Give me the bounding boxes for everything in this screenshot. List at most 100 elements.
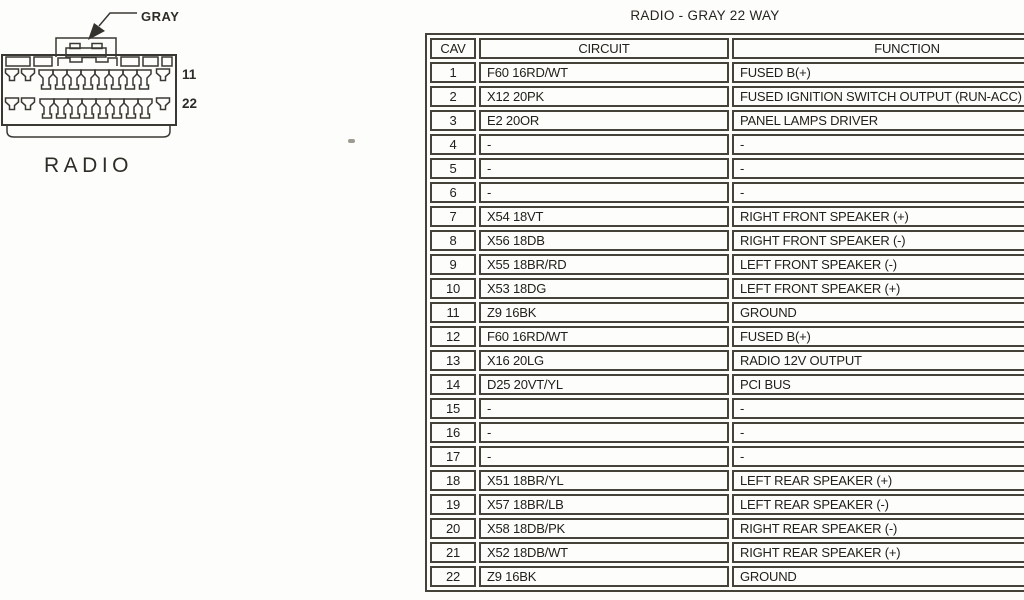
pin-terminal (67, 98, 83, 119)
pin-row-end-label-top: 11 (182, 67, 197, 82)
pin-terminal (4, 68, 20, 82)
pin-terminal (155, 68, 171, 82)
cell-function: FUSED B(+) (732, 326, 1024, 347)
cell-cav: 3 (430, 110, 476, 131)
cell-circuit: E2 20OR (479, 110, 729, 131)
table-row: 15 - - (430, 398, 1024, 419)
pin-terminal (53, 98, 69, 119)
cell-cav: 2 (430, 86, 476, 107)
cell-function: GROUND (732, 302, 1024, 323)
table-row: 2 X12 20PK FUSED IGNITION SWITCH OUTPUT … (430, 86, 1024, 107)
pin-terminal (20, 68, 36, 82)
pinout-table-header: CAV CIRCUIT FUNCTION (430, 38, 1024, 59)
cell-circuit: X57 18BR/LB (479, 494, 729, 515)
table-row: 9 X55 18BR/RD LEFT FRONT SPEAKER (-) (430, 254, 1024, 275)
pin-terminal (81, 98, 97, 119)
table-title: RADIO - GRAY 22 WAY (630, 8, 780, 23)
cell-circuit: X12 20PK (479, 86, 729, 107)
radio-connector-diagram: GRAY (1, 9, 197, 177)
cell-cav: 20 (430, 518, 476, 539)
table-row: 8 X56 18DB RIGHT FRONT SPEAKER (-) (430, 230, 1024, 251)
cell-function: - (732, 134, 1024, 155)
cell-cav: 22 (430, 566, 476, 587)
cell-function: - (732, 182, 1024, 203)
cell-circuit: X53 18DG (479, 278, 729, 299)
pin-terminal (94, 69, 110, 90)
scan-artifact (348, 139, 355, 143)
pin-terminal (109, 98, 125, 119)
cell-function: LEFT REAR SPEAKER (-) (732, 494, 1024, 515)
pin-terminal (20, 97, 36, 111)
cell-cav: 19 (430, 494, 476, 515)
cell-cav: 5 (430, 158, 476, 179)
pinout-section: RADIO - GRAY 22 WAY CAV CIRCUIT FUNCTION… (425, 0, 1024, 600)
table-row: 18 X51 18BR/YL LEFT REAR SPEAKER (+) (430, 470, 1024, 491)
cell-function: LEFT FRONT SPEAKER (-) (732, 254, 1024, 275)
cell-cav: 14 (430, 374, 476, 395)
cell-circuit: Z9 16BK (479, 302, 729, 323)
cell-circuit: - (479, 446, 729, 467)
cell-circuit: - (479, 398, 729, 419)
cell-cav: 7 (430, 206, 476, 227)
latch-detail (91, 42, 103, 50)
cell-cav: 8 (430, 230, 476, 251)
table-row: 16 - - (430, 422, 1024, 443)
cell-function: RIGHT REAR SPEAKER (+) (732, 542, 1024, 563)
cell-cav: 9 (430, 254, 476, 275)
pin-terminal (122, 69, 138, 90)
table-row: 1 F60 16RD/WT FUSED B(+) (430, 62, 1024, 83)
cell-circuit: F60 16RD/WT (479, 62, 729, 83)
connector-color-label: GRAY (141, 9, 179, 24)
pin-terminal (123, 98, 139, 119)
cell-cav: 15 (430, 398, 476, 419)
cell-cav: 13 (430, 350, 476, 371)
pin-terminal (38, 69, 54, 90)
connector-bottom-lip (6, 125, 171, 138)
connector-top-ribs (5, 56, 173, 67)
pin-terminal (4, 97, 20, 111)
cell-function: FUSED IGNITION SWITCH OUTPUT (RUN-ACC) (732, 86, 1024, 107)
cell-cav: 10 (430, 278, 476, 299)
cell-circuit: - (479, 134, 729, 155)
connector-body (1, 54, 177, 126)
table-row: 11 Z9 16BK GROUND (430, 302, 1024, 323)
connector-latch-tab (55, 37, 117, 57)
pin-row-end-label-bottom: 22 (182, 96, 197, 111)
table-row: 3 E2 20OR PANEL LAMPS DRIVER (430, 110, 1024, 131)
cell-circuit: - (479, 182, 729, 203)
table-row: 14 D25 20VT/YL PCI BUS (430, 374, 1024, 395)
pinout-table: CAV CIRCUIT FUNCTION 1 F60 16RD/WT FUSED… (425, 33, 1024, 592)
cell-circuit: - (479, 158, 729, 179)
cell-circuit: X52 18DB/WT (479, 542, 729, 563)
table-row: 12 F60 16RD/WT FUSED B(+) (430, 326, 1024, 347)
cell-cav: 1 (430, 62, 476, 83)
table-row: 6 - - (430, 182, 1024, 203)
cell-function: PCI BUS (732, 374, 1024, 395)
cell-function: RIGHT FRONT SPEAKER (-) (732, 230, 1024, 251)
cell-function: - (732, 158, 1024, 179)
pin-terminal (155, 97, 171, 111)
cell-function: PANEL LAMPS DRIVER (732, 110, 1024, 131)
cell-circuit: - (479, 422, 729, 443)
cell-function: LEFT REAR SPEAKER (+) (732, 470, 1024, 491)
cell-cav: 11 (430, 302, 476, 323)
cell-function: - (732, 446, 1024, 467)
pin-terminal (80, 69, 96, 90)
cell-circuit: X51 18BR/YL (479, 470, 729, 491)
cell-circuit: X56 18DB (479, 230, 729, 251)
table-row: 21 X52 18DB/WT RIGHT REAR SPEAKER (+) (430, 542, 1024, 563)
cell-circuit: X58 18DB/PK (479, 518, 729, 539)
cell-function: LEFT FRONT SPEAKER (+) (732, 278, 1024, 299)
cell-function: GROUND (732, 566, 1024, 587)
pin-terminal (52, 69, 68, 90)
pin-terminal (108, 69, 124, 90)
cell-cav: 21 (430, 542, 476, 563)
cell-function: - (732, 422, 1024, 443)
pin-terminal (95, 98, 111, 119)
cell-function: FUSED B(+) (732, 62, 1024, 83)
cell-cav: 6 (430, 182, 476, 203)
pin-terminal (137, 98, 153, 119)
table-row: 17 - - (430, 446, 1024, 467)
